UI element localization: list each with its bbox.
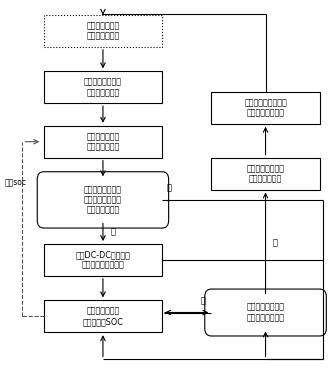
Text: 开启DC-DC变换器为
电容和电池依次充电: 开启DC-DC变换器为 电容和电池依次充电 <box>75 250 130 270</box>
Text: 是: 是 <box>110 228 115 237</box>
FancyBboxPatch shape <box>37 172 169 228</box>
FancyBboxPatch shape <box>44 71 162 103</box>
FancyBboxPatch shape <box>211 92 320 124</box>
FancyBboxPatch shape <box>44 15 162 47</box>
Text: 是: 是 <box>272 239 277 248</box>
FancyBboxPatch shape <box>205 289 326 336</box>
FancyBboxPatch shape <box>44 126 162 158</box>
Text: 否: 否 <box>201 296 206 305</box>
Text: 计算电池与电容
模块的荷电状态: 计算电池与电容 模块的荷电状态 <box>86 132 120 151</box>
Text: 中心监控单元监控判
断启动更多发电机: 中心监控单元监控判 断启动更多发电机 <box>244 98 287 118</box>
Text: 低于soc: 低于soc <box>4 178 26 187</box>
FancyBboxPatch shape <box>211 158 320 190</box>
Text: 否: 否 <box>167 183 172 192</box>
Text: 检测电网质量，判
断是否电能质量差: 检测电网质量，判 断是否电能质量差 <box>246 303 285 322</box>
Text: 测量计算开路电
池与电容的SOC: 测量计算开路电 池与电容的SOC <box>82 307 123 326</box>
Text: 能量均衡器控制电
容电池放电补偿: 能量均衡器控制电 容电池放电补偿 <box>246 164 285 183</box>
FancyBboxPatch shape <box>44 300 162 332</box>
Text: 检测电网质量，判
断电池电容荷电状
态是否低于预设: 检测电网质量，判 断电池电容荷电状 态是否低于预设 <box>84 185 122 215</box>
FancyBboxPatch shape <box>44 244 162 276</box>
Text: 中心监控单元监
控微网运行状况: 中心监控单元监 控微网运行状况 <box>86 21 120 41</box>
Text: 中心数控单元形成
运行策略并通信: 中心数控单元形成 运行策略并通信 <box>84 78 122 97</box>
